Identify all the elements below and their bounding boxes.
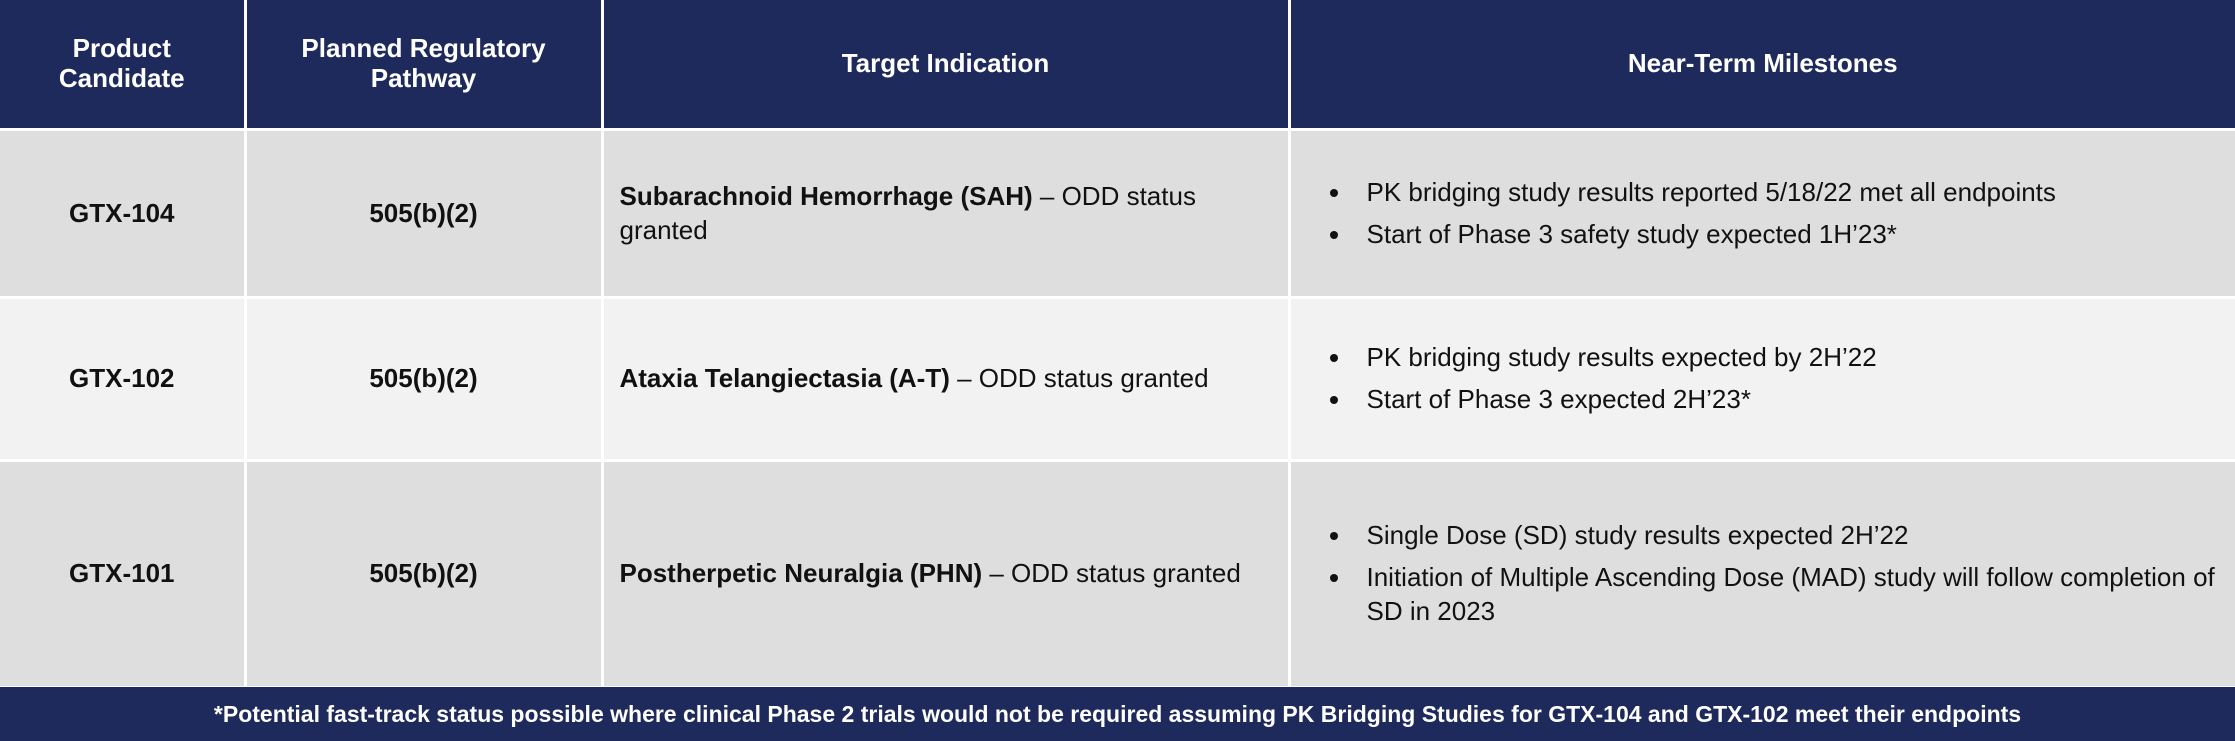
indication-status: – ODD status granted (619, 180, 1196, 245)
footnote: *Potential fast-track status possible wh… (0, 687, 2235, 741)
pathway-cell: 505(b)(2) (243, 296, 602, 461)
table-body: GTX-104 505(b)(2) Subarachnoid Hemorrhage … (0, 128, 2235, 686)
indication-name: Subarachnoid Hemorrhage (SAH) (619, 180, 1033, 211)
pathway-cell: 505(b)(2) (243, 459, 602, 686)
milestone-item: Single Dose (SD) study results expected … (1353, 519, 2218, 553)
milestone-table: Product Candidate Planned Regulatory Pat… (0, 0, 2235, 686)
indication-name: Postherpetic Neuralgia (PHN) (619, 557, 983, 588)
milestone-list: PK bridging study results reported 5/18/… (1309, 176, 2218, 252)
milestones-cell: PK bridging study results expected by 2H… (1287, 296, 2235, 461)
indication-cell: Ataxia Telangiectasia (A-T) – ODD status… (600, 296, 1289, 461)
milestone-item: Initiation of Multiple Ascending Dose (M… (1353, 561, 2218, 629)
header-row: Product Candidate Planned Regulatory Pat… (0, 0, 2235, 130)
table-row: GTX-101 505(b)(2) Postherpetic Neuralgia (… (0, 459, 2235, 686)
milestones-cell: Single Dose (SD) study results expected … (1287, 459, 2235, 686)
table-row: GTX-102 505(b)(2) Ataxia Telangiectasia (A… (0, 296, 2235, 461)
header-cell: Near-Term Milestones (1287, 0, 2235, 130)
header-cell: Product Candidate (0, 0, 245, 130)
milestone-item: PK bridging study results reported 5/18/… (1353, 176, 2218, 210)
candidate-cell: GTX-101 (0, 459, 245, 686)
milestone-item: Start of Phase 3 expected 2H’23* (1353, 383, 2218, 417)
header-cell: Planned Regulatory Pathway (243, 0, 602, 130)
milestone-list: Single Dose (SD) study results expected … (1309, 519, 2218, 628)
indication-cell: Postherpetic Neuralgia (PHN) – ODD statu… (600, 459, 1289, 686)
indication-status: – ODD status granted (982, 557, 1241, 588)
indication-status: – ODD status granted (949, 363, 1209, 394)
candidate-cell: GTX-102 (0, 296, 245, 461)
candidate-cell: GTX-104 (0, 128, 245, 298)
milestone-item: Start of Phase 3 safety study expected 1… (1353, 218, 2218, 252)
milestone-list: PK bridging study results expected by 2H… (1309, 341, 2218, 417)
milestone-item: PK bridging study results expected by 2H… (1353, 341, 2218, 375)
table-row: GTX-104 505(b)(2) Subarachnoid Hemorrhage … (0, 128, 2235, 298)
pathway-cell: 505(b)(2) (243, 128, 602, 298)
header-cell: Target Indication (600, 0, 1289, 130)
indication-cell: Subarachnoid Hemorrhage (SAH) – ODD stat… (600, 128, 1289, 298)
milestones-cell: PK bridging study results reported 5/18/… (1287, 128, 2235, 298)
indication-name: Ataxia Telangiectasia (A-T) (619, 363, 950, 394)
